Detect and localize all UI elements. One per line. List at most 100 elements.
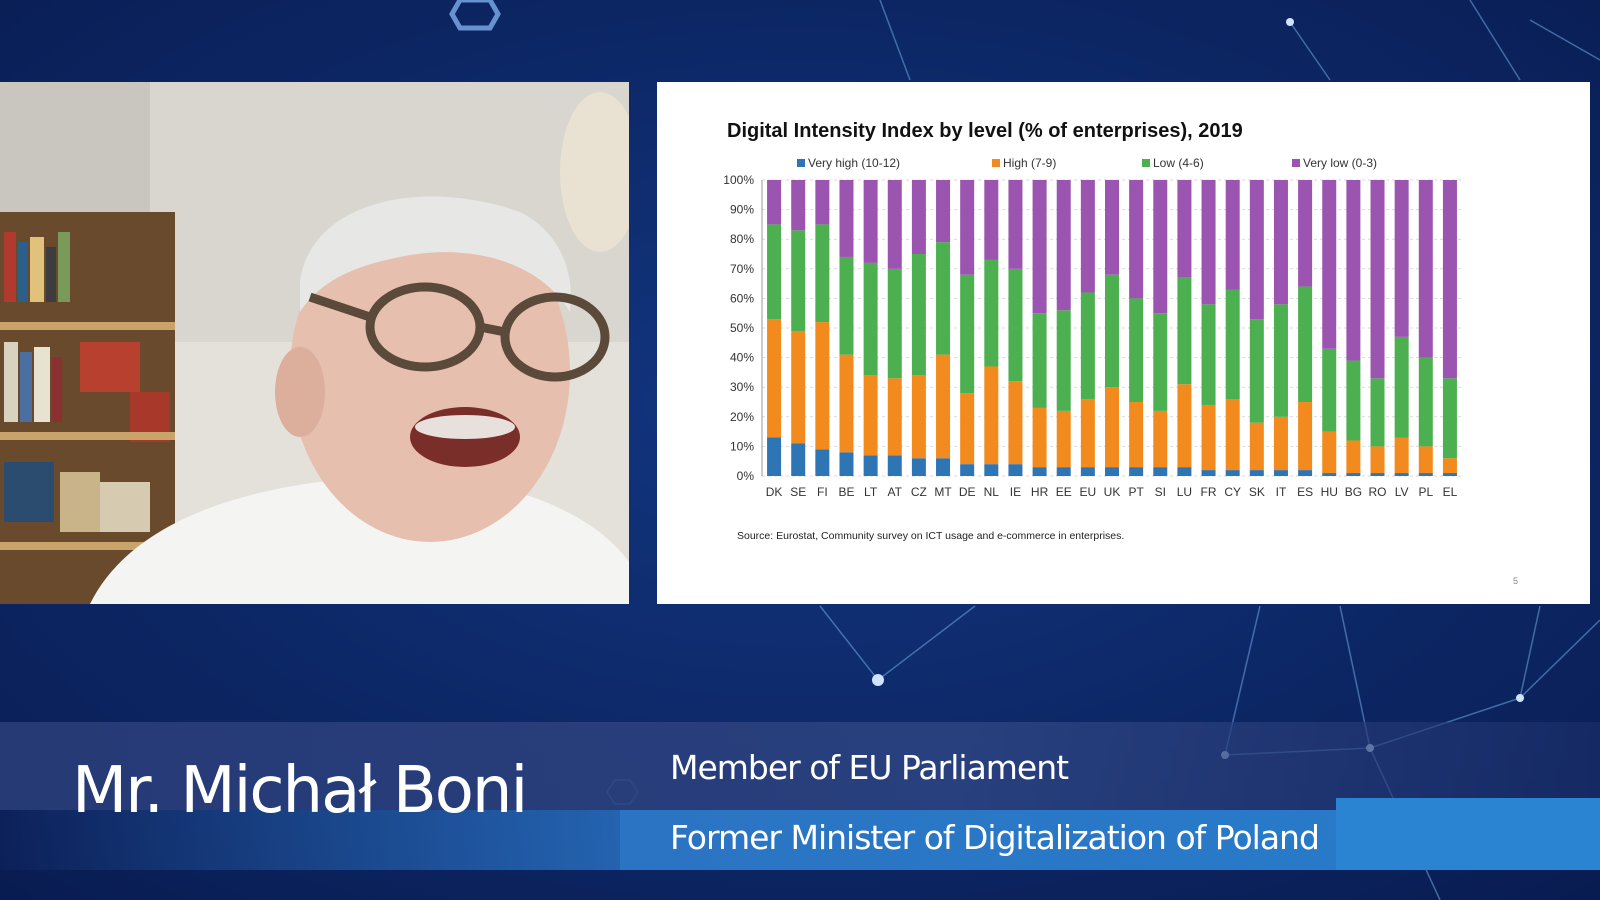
chart-title: Digital Intensity Index by level (% of e…: [727, 120, 1243, 142]
x-tick-label: EL: [1443, 485, 1458, 499]
bar-segment: [960, 464, 975, 476]
x-tick-label: HU: [1321, 485, 1338, 499]
bar-segment: [936, 180, 951, 243]
bar-segment: [1153, 313, 1168, 411]
chart-legend: Very high (10-12) High (7-9) Low (4-6) Very…: [657, 156, 1590, 174]
bar-segment: [1201, 304, 1216, 405]
bar-segment: [815, 322, 830, 450]
legend-label: Low (4-6): [1153, 156, 1204, 170]
bar-segment: [1080, 399, 1095, 468]
x-tick-label: IE: [1010, 485, 1021, 499]
bar-segment: [1298, 180, 1313, 287]
bar-segment: [1249, 319, 1264, 423]
legend-swatch: [1292, 159, 1300, 167]
bar-segment: [839, 256, 854, 355]
y-tick-label: 60%: [730, 291, 754, 305]
x-tick-label: PL: [1418, 485, 1433, 499]
bar-segment: [1153, 180, 1168, 314]
bar-segment: [767, 180, 782, 225]
bar-segment: [1394, 180, 1409, 337]
y-tick-label: 100%: [723, 173, 754, 187]
x-tick-label: SE: [790, 485, 806, 499]
bar-segment: [960, 180, 975, 275]
slide-page-number: 5: [1512, 576, 1518, 586]
bar-segment: [1129, 298, 1144, 402]
speaker-role-former: Former Minister of Digitalization of Pol…: [670, 818, 1320, 857]
lower-third-banner: Mr. Michał Boni Member of EU Parliament …: [0, 722, 1600, 872]
bar-segment: [1105, 467, 1119, 476]
legend-swatch: [1142, 159, 1150, 167]
legend-item: Very low (0-3): [1292, 156, 1377, 170]
x-tick-label: DK: [766, 485, 783, 499]
bar-segment: [1080, 180, 1095, 293]
legend-label: High (7-9): [1003, 156, 1057, 170]
bar-segment: [1153, 467, 1168, 476]
bar-segment: [815, 180, 830, 225]
x-tick-label: FR: [1201, 485, 1217, 499]
bar-segment: [1008, 180, 1023, 269]
y-tick-label: 10%: [730, 439, 754, 453]
bar-segment: [911, 254, 926, 376]
x-tick-label: CZ: [911, 485, 927, 499]
bar-segment: [1394, 336, 1409, 438]
bar-segment: [1442, 473, 1457, 476]
bar-segment: [1201, 180, 1216, 305]
bar-segment: [1442, 458, 1457, 474]
x-tick-label: AT: [888, 485, 903, 499]
bar-segment: [1418, 180, 1433, 358]
y-tick-label: 0%: [737, 469, 755, 483]
bar-segment: [839, 180, 854, 257]
bar-segment: [1105, 387, 1119, 468]
bar-segment: [767, 437, 782, 476]
bar-segment: [1056, 310, 1071, 411]
legend-label: Very low (0-3): [1303, 156, 1378, 170]
bar-segment: [1129, 180, 1144, 299]
bar-segment: [1346, 440, 1361, 474]
bar-segment: [984, 464, 999, 476]
bar-segment: [863, 180, 878, 263]
bar-segment: [911, 375, 926, 459]
bar-segment: [1273, 470, 1288, 476]
bar-segment: [1177, 467, 1192, 476]
bar-segment: [1322, 473, 1337, 476]
bar-segment: [1418, 446, 1433, 474]
bar-segment: [1080, 467, 1095, 476]
y-tick-label: 80%: [730, 232, 754, 246]
x-tick-label: DE: [959, 485, 976, 499]
bar-segment: [791, 180, 806, 231]
bar-segment: [791, 230, 806, 331]
legend-label: Very high (10-12): [808, 156, 901, 170]
bar-segment: [1129, 467, 1144, 476]
x-tick-label: ES: [1297, 485, 1313, 499]
bar-segment: [1298, 470, 1313, 476]
bar-segment: [984, 180, 999, 260]
bar-segment: [936, 242, 951, 355]
bar-segment: [1273, 180, 1288, 305]
bar-segment: [1177, 277, 1192, 385]
bar-segment: [1153, 410, 1168, 468]
bar-segment: [1056, 180, 1071, 311]
bar-segment: [815, 449, 830, 476]
bar-segment: [1442, 180, 1457, 379]
bar-segment: [1322, 180, 1337, 349]
bar-segment: [960, 274, 975, 394]
bar-segment: [911, 180, 926, 254]
bar-segment: [1177, 180, 1192, 278]
legend-item: Very high (10-12): [797, 156, 900, 170]
bar-segment: [1394, 473, 1409, 476]
bar-segment: [1346, 473, 1361, 476]
bar-segment: [1032, 180, 1047, 314]
bar-segment: [887, 378, 902, 456]
bar-segment: [863, 262, 878, 376]
legend-item: High (7-9): [992, 156, 1056, 170]
y-tick-label: 90%: [730, 203, 754, 217]
bar-segment: [1298, 286, 1313, 402]
legend-item: Low (4-6): [1142, 156, 1204, 170]
x-tick-label: LT: [864, 485, 878, 499]
y-tick-label: 50%: [730, 321, 754, 335]
bar-segment: [791, 330, 806, 444]
speaker-video-image: [0, 82, 629, 604]
speaker-role-current: Member of EU Parliament: [670, 748, 1069, 787]
bar-segment: [984, 366, 999, 465]
bar-segment: [1370, 378, 1385, 447]
